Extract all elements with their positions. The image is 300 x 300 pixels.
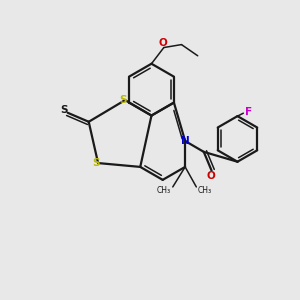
Text: S: S — [92, 158, 100, 168]
Text: O: O — [207, 171, 215, 181]
Text: S: S — [61, 105, 68, 116]
Text: S: S — [119, 95, 127, 105]
Text: O: O — [159, 38, 168, 48]
Text: N: N — [181, 136, 190, 146]
Text: CH₃: CH₃ — [198, 186, 212, 195]
Text: CH₃: CH₃ — [157, 186, 171, 195]
Text: F: F — [245, 107, 252, 117]
